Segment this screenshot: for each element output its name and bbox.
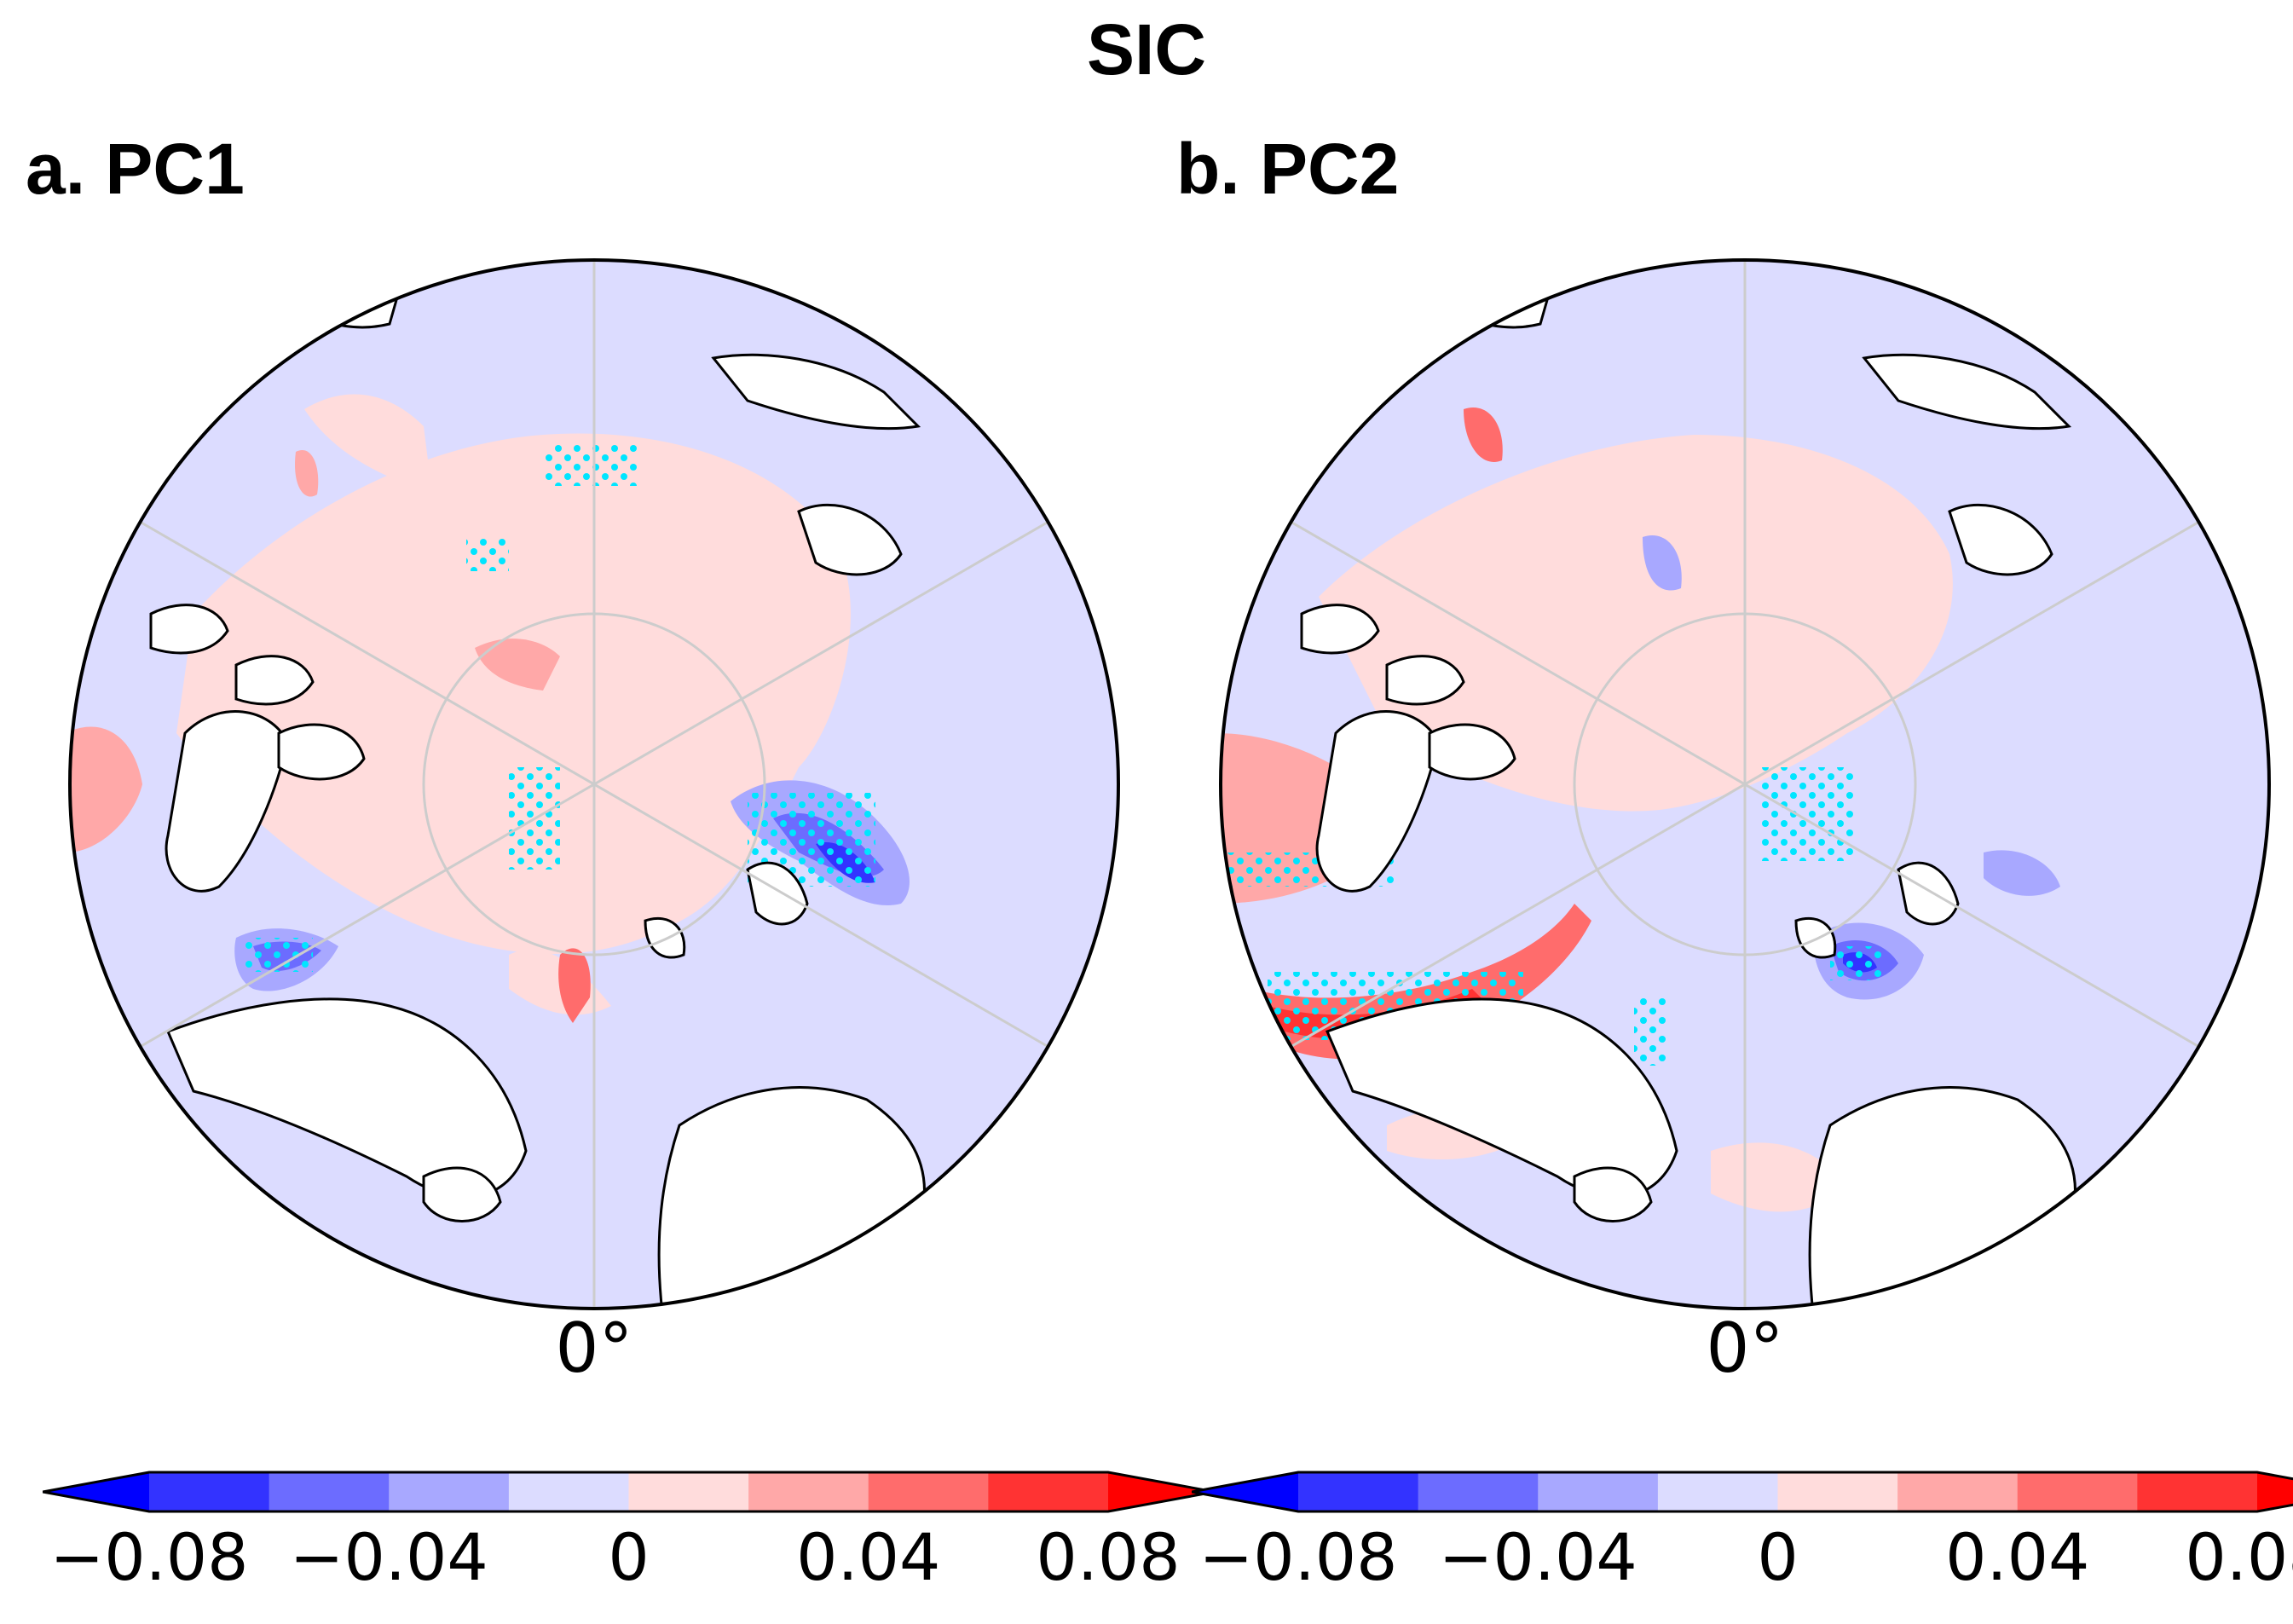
land-alaska-tip <box>286 260 408 329</box>
colorbar-segments <box>1192 1471 2293 1513</box>
significance-stipple-atlantic <box>1634 997 1668 1066</box>
land-archipelago-2 <box>1385 655 1465 706</box>
colorbar-segment <box>988 1472 1109 1511</box>
positive-anomaly-arctic <box>176 433 851 954</box>
figure-title: SIC <box>1086 9 1207 90</box>
significance-stipple-chukchi <box>543 443 637 486</box>
longitude-label-pc1: 0° <box>555 1309 633 1388</box>
colorbar-tick-label: 0.08 <box>1036 1519 1180 1595</box>
significance-stipple-barents <box>1830 946 1881 980</box>
map-boundary <box>1219 258 2271 1310</box>
positive-anomaly-strong <box>558 948 591 1023</box>
colorbar-segment <box>868 1472 989 1511</box>
colorbar-segment <box>1777 1472 1898 1511</box>
land-svalbard <box>1794 916 1837 959</box>
graticule <box>139 260 1049 1309</box>
colorbar-tick-label: 0.04 <box>1945 1519 2089 1595</box>
positive-anomaly-bering <box>304 394 432 494</box>
land-russia-coast <box>711 353 921 431</box>
colorbar-tick-label: −0.08 <box>1199 1519 1398 1595</box>
negative-anomaly-kara <box>1984 850 2060 896</box>
land-kamchatka <box>165 710 289 893</box>
map-boundary <box>68 258 1120 1310</box>
land-greenland <box>166 997 528 1199</box>
polar-map-pc1 <box>68 258 1120 1310</box>
colorbar-segment <box>628 1472 749 1511</box>
land-svalbard <box>644 916 686 959</box>
colorbar-pc1: −0.08 −0.04 0 0.04 0.08 <box>43 1471 1216 1595</box>
colorbar-segment <box>748 1472 869 1511</box>
colorbar-tick-label: −0.08 <box>50 1519 249 1595</box>
colorbar-segment <box>1897 1472 2019 1511</box>
land-novaya-zemlya <box>1897 861 1960 926</box>
land-scandinavia <box>657 1086 926 1309</box>
positive-anomaly-okhotsk <box>70 726 142 852</box>
colorbar-segment <box>1657 1472 1778 1511</box>
colorbar-tick-label: −0.04 <box>1439 1519 1637 1595</box>
land-russia-coast <box>1862 353 2072 431</box>
panel-title-pc1: a. PC1 <box>26 129 245 209</box>
positive-anomaly-arctic <box>1319 435 1953 812</box>
positive-anomaly-siberian <box>475 639 560 691</box>
colorbar-outline <box>1192 1471 2293 1513</box>
land-siberia-1 <box>1948 503 2053 576</box>
positive-anomaly-chukchi <box>295 450 319 497</box>
significance-stipple-siberian <box>466 537 509 571</box>
land-iceland <box>1573 1166 1653 1222</box>
colorbar-segment <box>149 1472 270 1511</box>
colorbar-tick-label: 0 <box>1757 1519 1798 1595</box>
colorbar-segment <box>1538 1472 1659 1511</box>
negative-anomaly-siberian <box>1643 535 1682 591</box>
colorbar-segment <box>2017 1472 2138 1511</box>
significance-stipple-center <box>1762 767 1856 861</box>
land-alaska-tip <box>1436 260 1559 329</box>
colorbar-tick-label: 0.08 <box>2185 1519 2293 1595</box>
graticule <box>1290 260 2200 1309</box>
colorbar-pc2: −0.08 −0.04 0 0.04 0.08 <box>1192 1471 2293 1595</box>
positive-anomaly-chukchi <box>1464 407 1503 462</box>
land-novaya-zemlya <box>746 861 809 926</box>
colorbar-extend-min <box>1192 1472 1298 1511</box>
colorbar-ticks: −0.08 −0.04 0 0.04 0.08 <box>50 1519 1181 1595</box>
colorbar-extend-min <box>43 1472 149 1511</box>
colorbar-segment <box>269 1472 390 1511</box>
colorbar-extend-max <box>2257 1472 2293 1511</box>
colorbar-segment <box>2137 1472 2258 1511</box>
colorbar-tick-label: 0 <box>608 1519 649 1595</box>
land-archipelago-3 <box>1428 723 1516 781</box>
land-archipelago-2 <box>234 655 315 706</box>
polar-map-pc2 <box>1219 258 2271 1310</box>
land-siberia-1 <box>797 503 903 576</box>
land-archipelago-1 <box>1300 604 1380 655</box>
colorbar-segment <box>508 1472 629 1511</box>
colorbar-tick-label: 0.04 <box>796 1519 940 1595</box>
land-kamchatka <box>1315 710 1440 893</box>
colorbar-ticks: −0.08 −0.04 0 0.04 0.08 <box>1199 1519 2293 1595</box>
colorbar-segment <box>1298 1472 1419 1511</box>
colorbar-segments <box>43 1471 1216 1513</box>
land-iceland <box>422 1166 502 1222</box>
land-greenland <box>1326 997 1678 1199</box>
colorbar-segment <box>389 1472 510 1511</box>
longitude-label-pc2: 0° <box>1706 1309 1784 1388</box>
land-scandinavia <box>1808 1086 2076 1309</box>
colorbar-tick-label: −0.04 <box>290 1519 488 1595</box>
land-archipelago-1 <box>149 604 229 655</box>
colorbar-extend-max <box>1108 1472 1215 1511</box>
colorbar-segment <box>1418 1472 1539 1511</box>
land-archipelago-3 <box>277 723 366 781</box>
panel-title-pc2: b. PC2 <box>1176 129 1400 209</box>
